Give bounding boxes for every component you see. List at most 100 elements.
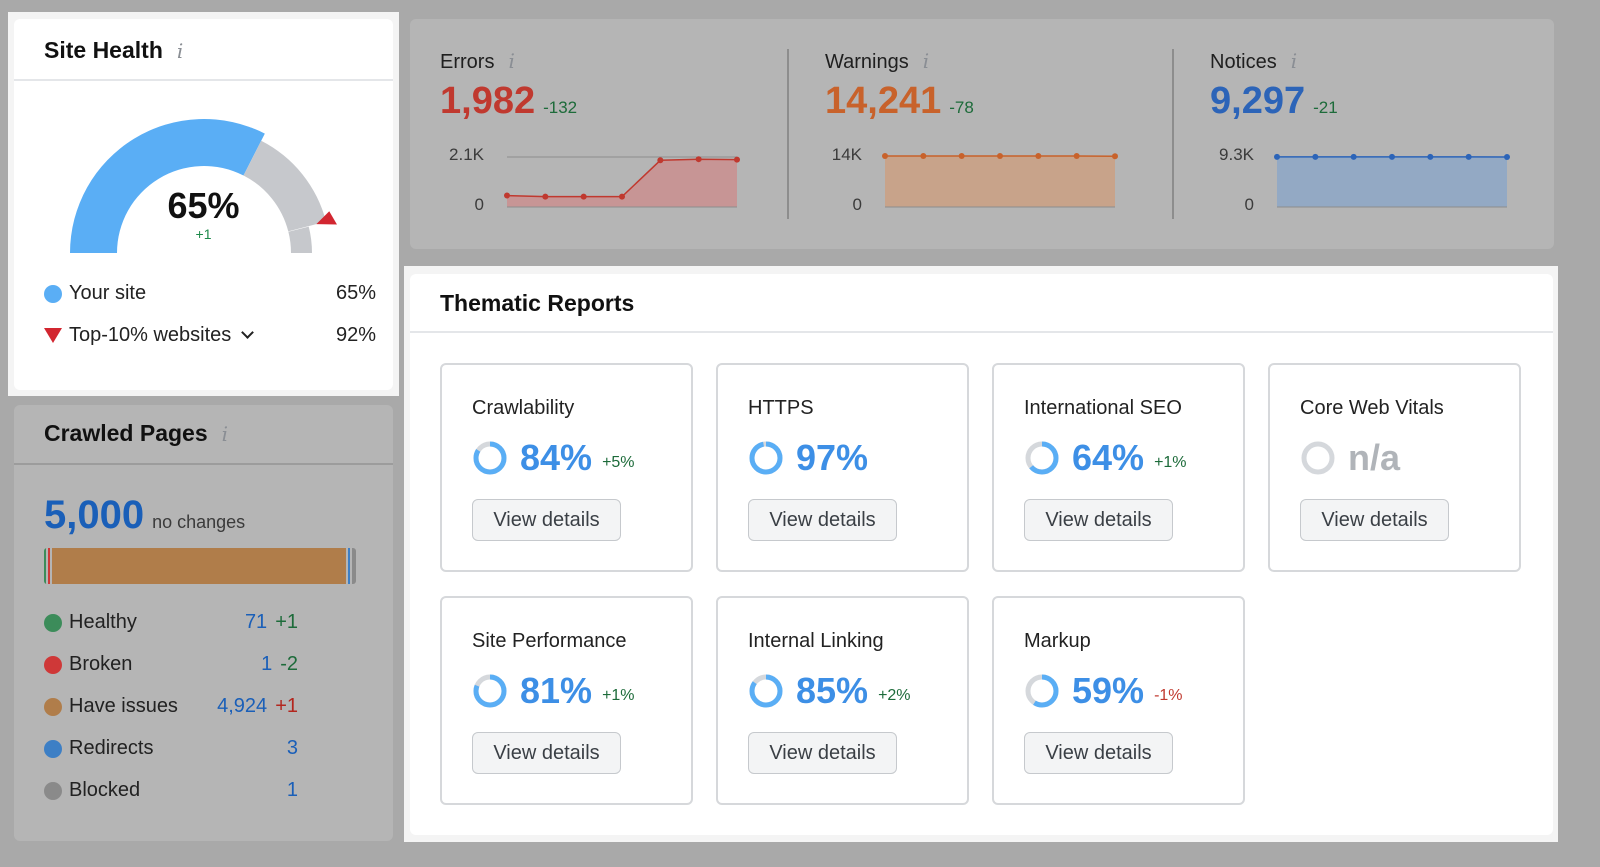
- errors-area: [507, 159, 737, 207]
- notices-point[interactable]: [1312, 153, 1319, 160]
- crawled-pages-bar[interactable]: [44, 548, 356, 584]
- warnings-point[interactable]: [997, 152, 1003, 159]
- crawled-row-label: Blocked: [44, 779, 287, 802]
- errors-point[interactable]: [734, 156, 740, 163]
- site-health-header: Site Health i: [44, 37, 183, 64]
- notices-axis-top: 9.3K: [1219, 145, 1254, 164]
- view-details-button[interactable]: View details: [1024, 732, 1173, 774]
- row-value[interactable]: 1: [261, 653, 273, 675]
- errors-point[interactable]: [657, 157, 664, 164]
- crawled-row-have-issues[interactable]: Have issues 4,924 +1: [44, 695, 298, 718]
- status-dot: [44, 613, 62, 632]
- warnings-label: Warnings i: [825, 49, 974, 74]
- row-value[interactable]: 4,924: [217, 695, 268, 717]
- bar-segment-broken[interactable]: [48, 548, 52, 584]
- notices-point[interactable]: [1389, 153, 1395, 160]
- donut-progress-icon: [1025, 441, 1059, 475]
- donut-progress-icon: [749, 441, 783, 475]
- errors-point[interactable]: [504, 192, 510, 199]
- legend-label[interactable]: Top-10% websites: [69, 324, 232, 346]
- thematic-reports-title: Thematic Reports: [440, 290, 635, 316]
- divider: [14, 79, 393, 81]
- tile-site-performance: Site Performance 81% +1% View details: [440, 596, 693, 805]
- notices-point[interactable]: [1274, 153, 1280, 160]
- notices-count[interactable]: 9,297: [1210, 80, 1306, 122]
- crawled-row-broken[interactable]: Broken 1 -2: [44, 653, 298, 676]
- crawled-row-blocked[interactable]: Blocked 1: [44, 779, 298, 802]
- tile-percent: 84%: [520, 437, 593, 478]
- view-details-button[interactable]: View details: [1024, 499, 1173, 541]
- tile-percent: 97%: [796, 437, 869, 478]
- crawled-total-note: no changes: [152, 512, 246, 532]
- tile-percent: 81%: [520, 670, 593, 711]
- warnings-point[interactable]: [958, 152, 965, 159]
- notices-value-row: 9,297 -21: [1210, 80, 1338, 123]
- issues-card: Errors i 1,982 -132 2.1K 0 Warnings i 14,241 -78 1…: [410, 19, 1554, 249]
- errors-axis-bottom: 0: [474, 195, 484, 214]
- info-icon[interactable]: i: [176, 39, 184, 63]
- view-details-button[interactable]: View details: [748, 732, 897, 774]
- site-health-title: Site Health: [44, 37, 163, 63]
- bar-segment-have-issues[interactable]: [52, 548, 348, 584]
- bar-segment-redirects[interactable]: [348, 548, 352, 584]
- notices-sparkline: [1274, 153, 1510, 208]
- row-value[interactable]: 1: [286, 779, 298, 801]
- thematic-reports-card: Thematic Reports Crawlability 84% +5% View …: [410, 274, 1553, 835]
- tile-name: Core Web Vitals: [1300, 397, 1444, 419]
- row-value[interactable]: 71: [244, 611, 268, 633]
- errors-point[interactable]: [695, 156, 702, 163]
- notices-delta: -21: [1313, 98, 1338, 117]
- divider: [410, 331, 1553, 333]
- row-delta: +1: [275, 611, 298, 633]
- info-icon[interactable]: i: [922, 49, 930, 73]
- warnings-point[interactable]: [1035, 152, 1042, 159]
- view-details-button[interactable]: View details: [1300, 499, 1449, 541]
- errors-count[interactable]: 1,982: [440, 80, 536, 122]
- errors-point[interactable]: [542, 193, 549, 200]
- legend-your-site: Your site 65%: [44, 282, 376, 305]
- warnings-point[interactable]: [920, 152, 927, 159]
- warnings-point[interactable]: [882, 152, 888, 159]
- gauge-gap-arc: [243, 140, 327, 232]
- tile-core-web-vitals: Core Web Vitals n/a View details: [1268, 363, 1521, 572]
- notices-point[interactable]: [1427, 153, 1434, 160]
- view-details-button[interactable]: View details: [748, 499, 897, 541]
- status-dot: [44, 697, 62, 716]
- crawled-row-label: Have issues: [44, 695, 217, 718]
- gauge-rest-arc: [288, 226, 312, 253]
- bar-segment-healthy[interactable]: [44, 548, 48, 584]
- donut-progress-icon: [1025, 674, 1059, 708]
- info-icon[interactable]: i: [1290, 49, 1298, 73]
- crawled-row-label: Redirects: [44, 737, 287, 760]
- bar-segment-blocked[interactable]: [352, 548, 356, 584]
- site-health-delta: +1: [195, 226, 212, 242]
- warnings-point[interactable]: [1112, 153, 1118, 160]
- row-label-text: Healthy: [69, 611, 137, 633]
- info-icon[interactable]: i: [221, 422, 229, 446]
- legend-top10: Top-10% websites 92%: [44, 324, 376, 347]
- errors-point[interactable]: [619, 193, 625, 200]
- crawled-pages-title: Crawled Pages: [44, 420, 208, 446]
- view-details-button[interactable]: View details: [472, 732, 621, 774]
- divider: [1172, 49, 1174, 219]
- tile-percent: n/a: [1348, 437, 1401, 478]
- tile-name: International SEO: [1024, 397, 1182, 419]
- notices-point[interactable]: [1465, 153, 1472, 160]
- row-label-text: Have issues: [69, 695, 178, 717]
- warnings-point[interactable]: [1073, 152, 1080, 159]
- row-value[interactable]: 3: [286, 737, 298, 759]
- donut-fill: [1025, 674, 1059, 708]
- status-dot: [44, 781, 62, 800]
- crawled-row-healthy[interactable]: Healthy 71 +1: [44, 611, 298, 634]
- notices-point[interactable]: [1350, 153, 1357, 160]
- crawled-total-value[interactable]: 5,000: [44, 493, 145, 537]
- chevron-down-icon[interactable]: [241, 326, 255, 339]
- donut-progress-icon: [473, 674, 507, 708]
- crawled-row-redirects[interactable]: Redirects 3: [44, 737, 298, 760]
- notices-point[interactable]: [1504, 154, 1510, 161]
- view-details-button[interactable]: View details: [472, 499, 621, 541]
- info-icon[interactable]: i: [508, 49, 515, 73]
- warnings-count[interactable]: 14,241: [825, 80, 942, 122]
- errors-point[interactable]: [580, 193, 587, 200]
- tile-name: Markup: [1024, 630, 1091, 652]
